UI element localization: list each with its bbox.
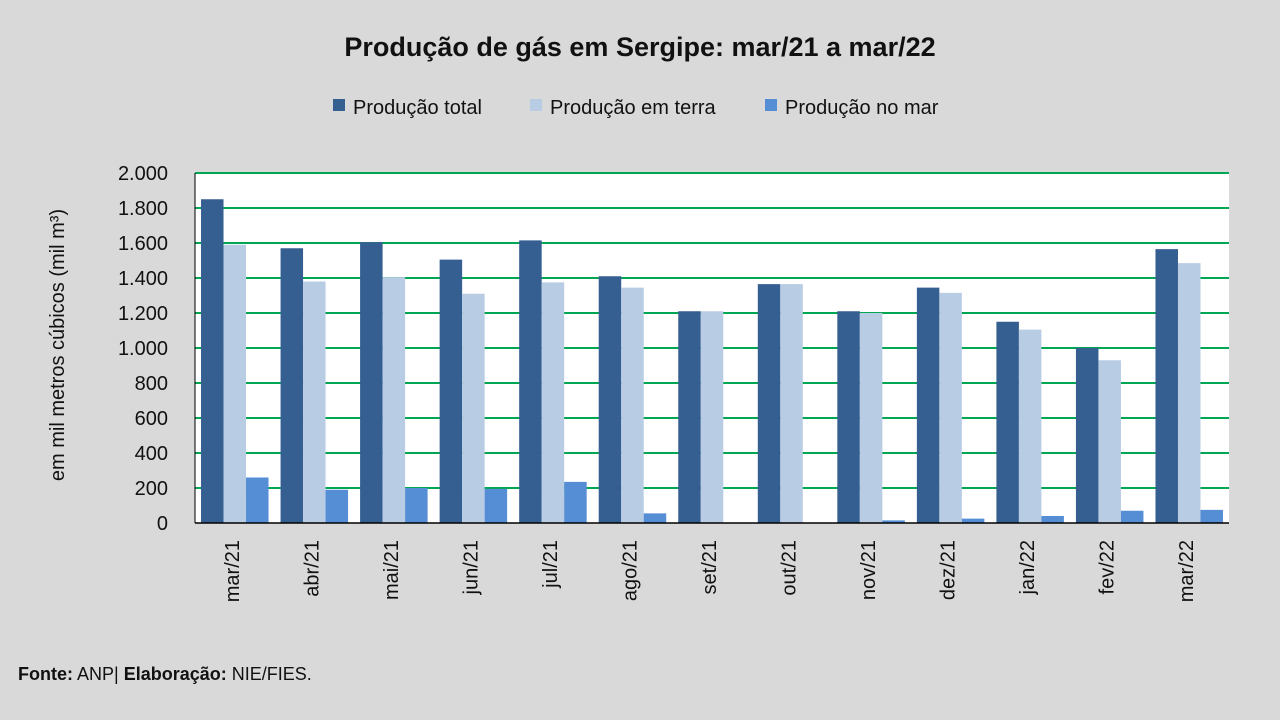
bar-mar [325,489,349,523]
bar-mar [961,518,985,523]
bar-mar [1120,510,1144,523]
bar-mar [484,488,508,523]
bar-terra [382,277,406,523]
bar-terra [1018,329,1042,523]
x-tick-label: out/21 [779,540,801,596]
bar-total [1075,348,1099,523]
x-tick-label: ago/21 [619,540,641,601]
y-tick-label: 0 [157,513,168,535]
chart-title: Produção de gás em Sergipe: mar/21 a mar… [344,32,935,62]
legend: Produção total Produção em terra Produção … [333,97,939,119]
x-tick-label: jun/21 [460,540,482,596]
credit-label: Elaboração: [123,664,227,684]
bar-terra [621,287,644,523]
bar-total [201,199,224,523]
y-tick-label: 1.000 [118,338,168,360]
x-tick-labels: mar/21 abr/21 mai/21 jun/21 jul/21 ago/21 set/… [222,540,1198,602]
legend-label: Produção no mar [785,97,939,119]
x-tick-label: mar/22 [1176,540,1198,602]
x-tick-label: set/21 [699,540,721,594]
y-tick-labels: 0 200 400 600 800 1.000 1.200 1.400 1.600 1.800 2.… [118,163,168,535]
bar-mar [564,481,587,523]
bar-terra [780,284,803,523]
bar-terra [859,313,883,523]
bar-terra [462,293,485,523]
bar-total [837,311,860,523]
y-axis-label: em mil metros cúbicos (mil m³) [47,209,69,481]
x-tick-label: mar/21 [222,540,244,602]
bar-mar [405,488,428,523]
legend-label: Produção total [353,97,482,119]
x-tick-label: dez/21 [938,540,960,600]
y-tick-label: 600 [135,408,168,430]
x-tick-label: fev/22 [1097,540,1119,594]
y-tick-label: 1.200 [118,303,168,325]
legend-swatch [530,99,542,111]
y-tick-label: 2.000 [118,163,168,185]
bar-mar [1041,516,1064,523]
bar-total [439,259,463,523]
source-label: Fonte: [18,664,73,684]
y-tick-label: 400 [135,443,168,465]
bar-terra [303,281,326,523]
source-value: ANP| [72,664,119,684]
x-tick-label: abr/21 [301,540,323,597]
bar-mar [246,477,269,523]
x-tick-label: nov/21 [858,540,880,600]
bar-terra [541,282,565,523]
credit-value: NIE/FIES. [226,664,312,684]
y-tick-label: 800 [135,373,168,395]
legend-swatch [765,99,777,111]
bar-total [996,321,1019,523]
bar-total [1155,249,1178,523]
bar-terra [700,311,724,523]
bar-total [916,287,940,523]
y-tick-label: 200 [135,478,168,500]
bar-mar [643,513,667,523]
y-tick-label: 1.800 [118,198,168,220]
bar-total [280,248,304,523]
legend-label: Produção em terra [550,97,717,119]
bar-mar [1200,509,1223,523]
legend-swatch [333,99,345,111]
source-footer: Fonte: ANP| Elaboração: NIE/FIES. [18,664,312,685]
bars [201,199,1223,523]
bar-total [360,242,383,523]
bar-total [757,284,781,523]
y-tick-label: 1.400 [118,268,168,290]
chart: Produção de gás em Sergipe: mar/21 a mar… [47,32,1229,602]
x-tick-label: jan/22 [1017,540,1039,596]
y-tick-label: 1.600 [118,233,168,255]
bar-terra [1177,263,1201,523]
x-tick-label: mai/21 [381,540,403,600]
bar-total [678,311,701,523]
x-tick-label: jul/21 [540,540,562,589]
bar-terra [939,292,962,523]
bar-mar [882,520,905,523]
bar-total [598,276,622,523]
bar-terra [1098,360,1121,523]
bar-terra [223,244,247,523]
bar-total [519,240,542,523]
